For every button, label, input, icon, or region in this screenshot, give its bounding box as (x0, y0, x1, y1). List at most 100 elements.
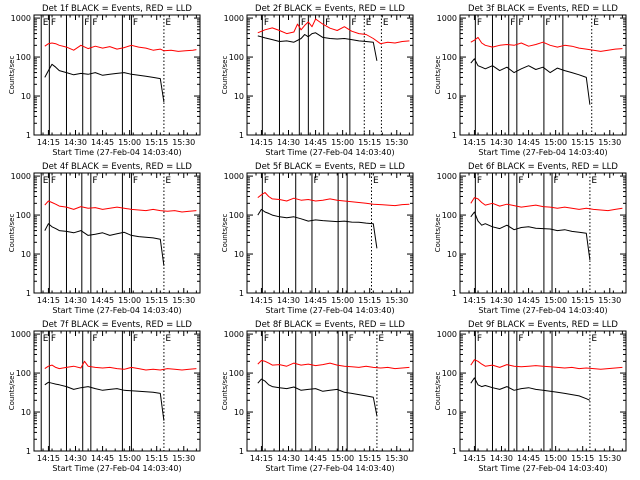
x-tick-label: 14:45 (517, 296, 540, 305)
panel-title: Det 9f BLACK = Events, RED = LLD (468, 320, 618, 330)
interval-marker-label: E (165, 18, 171, 28)
interval-marker-label: E (373, 176, 379, 186)
events-rate-line (470, 211, 591, 261)
x-axis-label: Start Time (27-Feb-04 14:03:40) (52, 464, 181, 473)
x-tick-label: 15:00 (118, 296, 141, 305)
events-rate-line (257, 32, 378, 61)
plot-frame (246, 172, 414, 294)
y-tick-label: 1 (452, 131, 457, 140)
x-axis-label: Start Time (27-Feb-04 14:03:40) (265, 306, 394, 315)
interval-marker-label: F (477, 176, 482, 186)
x-tick-label: 15:15 (145, 138, 168, 147)
y-tick-label: 1000 (224, 330, 244, 339)
interval-marker-label: F (518, 176, 523, 186)
y-axis-label: Counts/sec (434, 214, 442, 253)
x-tick-label: 14:45 (304, 138, 327, 147)
lld-rate-line (470, 36, 623, 52)
y-tick-label: 10 (447, 408, 457, 417)
interval-marker-label: F (313, 176, 318, 186)
x-axis-label: Start Time (27-Feb-04 14:03:40) (265, 464, 394, 473)
y-tick-label: 1000 (11, 172, 31, 181)
x-tick-label: 14:15 (463, 138, 486, 147)
y-tick-label: 100 (229, 211, 244, 220)
plot-frame (33, 14, 201, 136)
x-tick-label: 15:15 (571, 454, 594, 463)
x-axis-label: Start Time (27-Feb-04 14:03:40) (478, 306, 607, 315)
panel-title: Det 6f BLACK = Events, RED = LLD (468, 162, 618, 172)
x-tick-label: 15:15 (145, 454, 168, 463)
interval-marker-label: F (545, 18, 550, 28)
y-tick-label: 1000 (11, 14, 31, 23)
x-tick-label: 15:30 (385, 296, 408, 305)
y-tick-label: 10 (447, 250, 457, 259)
detector-panel: Det 7f BLACK = Events, RED = LLD 1 10 100 10… (8, 320, 201, 473)
plot-frame (459, 14, 627, 136)
y-axis-label: Counts/sec (8, 372, 16, 411)
y-tick-label: 1000 (437, 330, 457, 339)
x-axis-label: Start Time (27-Feb-04 14:03:40) (478, 148, 607, 157)
x-tick-label: 14:45 (91, 138, 114, 147)
x-tick-label: 14:15 (463, 454, 486, 463)
interval-marker-label: F (133, 18, 138, 28)
interval-marker-label: F (84, 18, 89, 28)
x-tick-label: 14:45 (91, 296, 114, 305)
interval-marker-label: E (43, 176, 49, 186)
y-axis-label: Counts/sec (434, 372, 442, 411)
y-tick-label: 1 (452, 447, 457, 456)
interval-marker-label: F (264, 176, 269, 186)
y-tick-label: 10 (234, 408, 244, 417)
x-tick-label: 15:00 (331, 454, 354, 463)
x-tick-label: 14:45 (517, 138, 540, 147)
x-tick-label: 15:30 (385, 454, 408, 463)
x-tick-label: 14:45 (304, 454, 327, 463)
interval-marker-label: F (510, 18, 515, 28)
panel-title: Det 2f BLACK = Events, RED = LLD (255, 4, 405, 14)
interval-marker-label: F (477, 18, 482, 28)
x-tick-label: 15:30 (598, 138, 621, 147)
panel-title: Det 7f BLACK = Events, RED = LLD (42, 320, 192, 330)
x-tick-label: 14:45 (91, 454, 114, 463)
lld-rate-line (470, 197, 623, 212)
interval-marker-label: F (133, 334, 138, 344)
y-axis-label: Counts/sec (8, 214, 16, 253)
interval-marker-label: F (477, 334, 482, 344)
y-tick-label: 1 (239, 447, 244, 456)
plot-frame (459, 172, 627, 294)
detector-panel: Det 1f BLACK = Events, RED = LLD 1 10 100 10… (8, 4, 201, 157)
x-tick-label: 15:00 (544, 296, 567, 305)
y-tick-label: 100 (229, 369, 244, 378)
y-tick-label: 1 (239, 289, 244, 298)
interval-marker-label: E (43, 18, 49, 28)
interval-marker-label: F (51, 176, 56, 186)
events-rate-line (470, 377, 591, 401)
detector-panel: Det 8f BLACK = Events, RED = LLD 1 10 100 10… (221, 320, 414, 473)
interval-marker-label: E (593, 18, 599, 28)
y-tick-label: 100 (229, 53, 244, 62)
detector-panel: Det 6f BLACK = Events, RED = LLD 1 10 100 10… (434, 162, 627, 315)
y-axis-label: Counts/sec (221, 372, 229, 411)
lld-rate-line (257, 18, 410, 45)
interval-marker-label: F (133, 176, 138, 186)
interval-marker-label: F (51, 334, 56, 344)
interval-marker-label: E (591, 334, 597, 344)
interval-marker-label: E (378, 334, 384, 344)
x-tick-label: 15:15 (358, 454, 381, 463)
x-tick-label: 15:00 (331, 138, 354, 147)
events-rate-line (470, 58, 591, 105)
x-tick-label: 15:30 (598, 296, 621, 305)
x-tick-label: 14:30 (490, 454, 513, 463)
interval-marker-label: F (349, 334, 354, 344)
y-tick-label: 1 (239, 131, 244, 140)
x-tick-label: 15:15 (145, 296, 168, 305)
y-tick-label: 10 (447, 92, 457, 101)
y-tick-label: 1000 (437, 172, 457, 181)
x-tick-label: 14:30 (64, 138, 87, 147)
plot-frame (459, 330, 627, 452)
interval-marker-label: F (518, 334, 523, 344)
x-tick-label: 15:30 (385, 138, 408, 147)
x-tick-label: 15:30 (172, 454, 195, 463)
x-axis-label: Start Time (27-Feb-04 14:03:40) (52, 306, 181, 315)
detector-panel: Det 9f BLACK = Events, RED = LLD 1 10 100 10… (434, 320, 627, 473)
x-tick-label: 15:15 (358, 138, 381, 147)
detector-panel: Det 3f BLACK = Events, RED = LLD 1 10 100 10… (434, 4, 627, 157)
